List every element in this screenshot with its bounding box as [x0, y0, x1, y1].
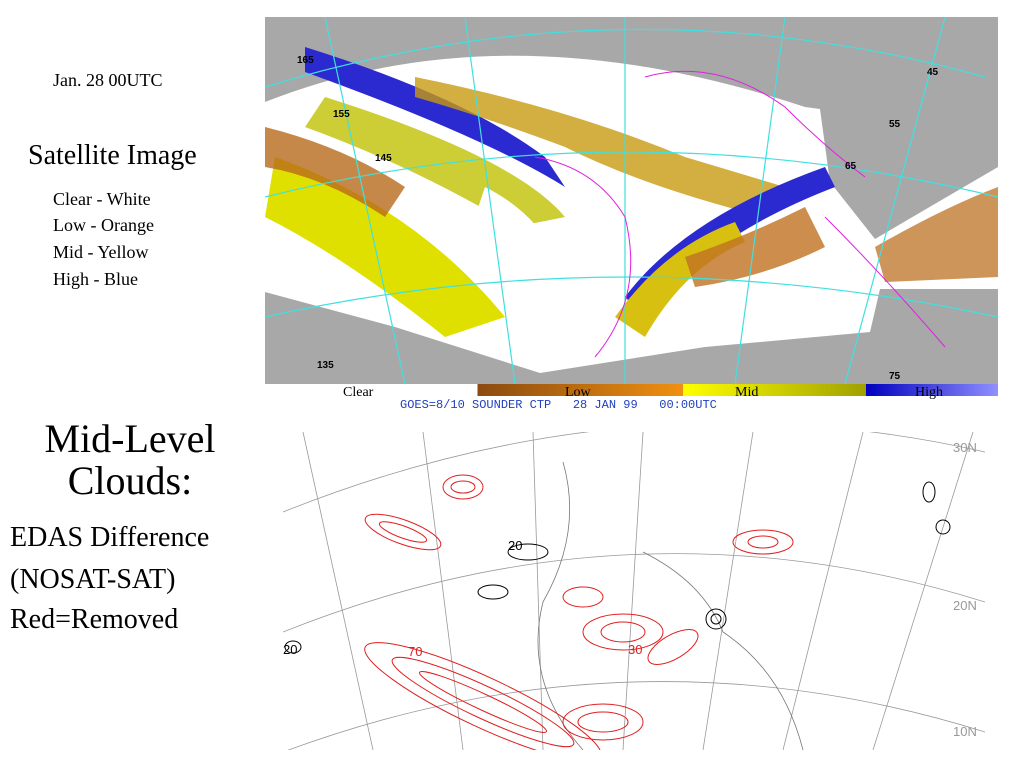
contour-label: 30	[628, 642, 642, 657]
map-label: 65	[845, 161, 857, 172]
subtitle-line: (NOSAT-SAT)	[10, 564, 176, 595]
legend-item: Clear - White	[53, 189, 151, 209]
map-label: 45	[927, 67, 939, 78]
map-label: 145	[375, 153, 392, 164]
title-line: Clouds:	[67, 458, 193, 503]
map-label: 75	[889, 371, 901, 382]
colorbar-label: Mid	[735, 385, 758, 400]
map-label: 10N	[953, 724, 977, 739]
map-label: 55	[889, 119, 901, 130]
map-label: 20N	[953, 598, 977, 613]
satellite-image: 165 155 145 135 45 55 65 75 Clear Low Mi…	[265, 17, 998, 412]
model-title: Mid-Level Clouds:	[0, 418, 260, 502]
contour-label: 70	[408, 644, 422, 659]
satellite-title: Satellite Image	[28, 140, 197, 171]
map-label: 165	[297, 55, 314, 66]
map-label: 155	[333, 109, 350, 120]
map-label: 30N	[953, 440, 977, 455]
colorbar-label: Low	[565, 385, 592, 400]
title-line: Mid-Level	[44, 416, 216, 461]
colorbar-label: High	[915, 385, 943, 400]
subtitle-line: EDAS Difference	[10, 522, 210, 553]
model-map: 30N 20N 10N 20 20 70 30	[283, 432, 985, 750]
legend-item: High - Blue	[53, 269, 138, 289]
legend-item: Low - Orange	[53, 215, 154, 235]
legend-item: Mid - Yellow	[53, 242, 149, 262]
colorbar	[265, 384, 998, 396]
subtitle-line: Red=Removed	[10, 604, 179, 635]
contour-label: 20	[283, 642, 297, 657]
contour-label: 20	[508, 538, 522, 553]
map-label: 135	[317, 360, 334, 371]
colorbar-label: Clear	[343, 385, 374, 400]
caption: GOES=8/10 SOUNDER CTP 28 JAN 99 00:00UTC	[400, 398, 717, 412]
date: Jan. 28 00UTC	[53, 70, 163, 90]
